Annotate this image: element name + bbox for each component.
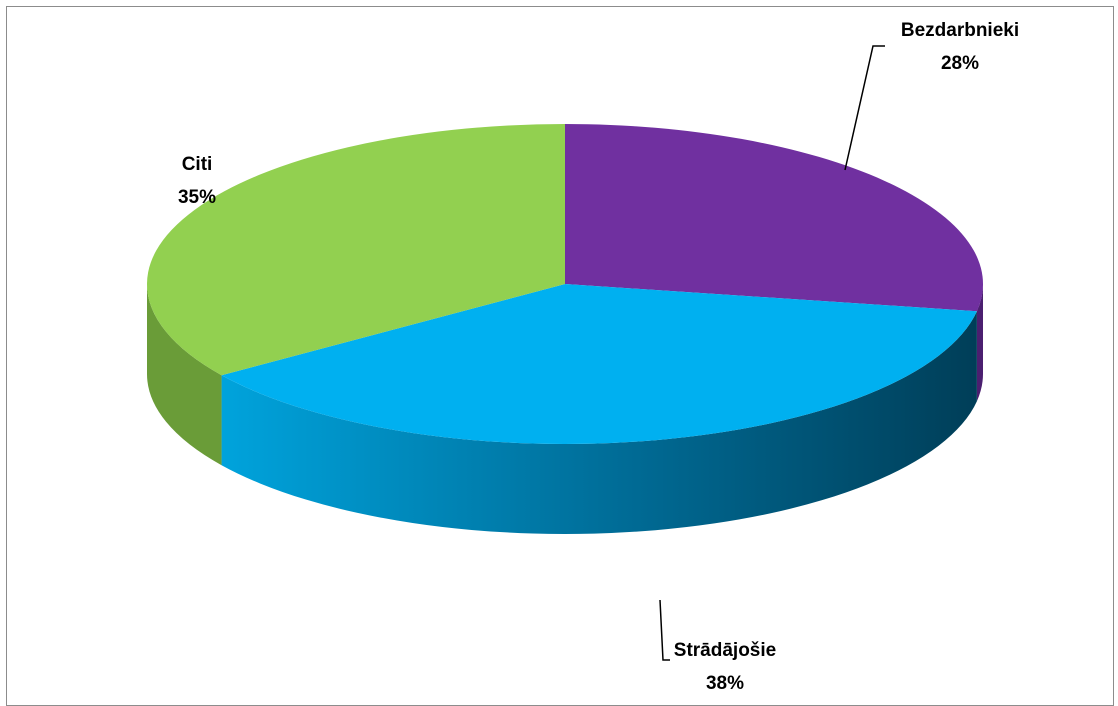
- slice-value-label-1: 38%: [706, 673, 744, 694]
- pie-slice-strādājošie: [221, 284, 977, 445]
- pie-side-2-0: [147, 284, 222, 466]
- slice-label-1: Strādājošie: [674, 640, 776, 661]
- pie-side-1-0: [221, 311, 977, 534]
- slice-label-0: Bezdarbnieki: [901, 20, 1019, 41]
- pie-slice-citi: [146, 124, 565, 376]
- slice-value-label-0: 28%: [941, 53, 979, 74]
- pie-slice-bezdarbnieki: [565, 124, 984, 312]
- leader-line-1: [659, 599, 670, 661]
- pie-side-0-0: [976, 284, 983, 402]
- slice-value-label-2: 35%: [178, 187, 216, 208]
- slice-label-2: Citi: [182, 154, 213, 175]
- leader-line-0: [844, 45, 885, 171]
